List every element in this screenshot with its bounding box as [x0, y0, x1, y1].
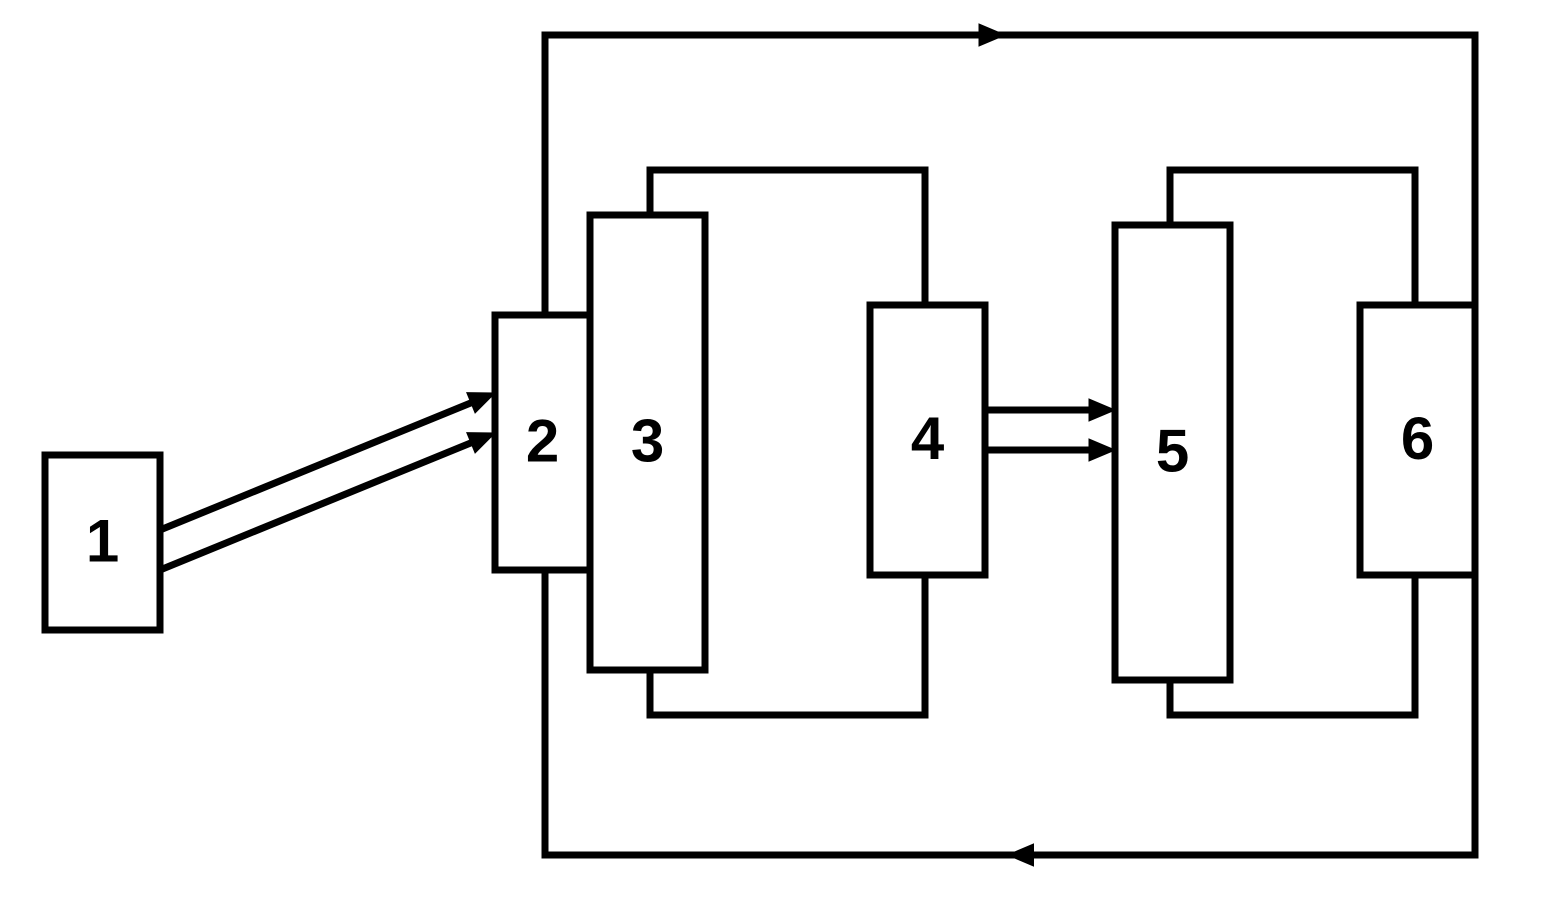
edge-e_1_2_a — [160, 403, 471, 530]
node-label-n3: 3 — [631, 407, 664, 474]
node-label-n2: 2 — [526, 407, 559, 474]
node-label-n6: 6 — [1401, 405, 1434, 472]
arrowhead-e_4_5_b — [1089, 439, 1115, 461]
arrowhead-e_bus_top — [979, 24, 1005, 46]
arrowhead-e_1_2_b — [467, 433, 495, 453]
arrowhead-e_4_5_a — [1089, 399, 1115, 421]
edge-e_1_2_b — [160, 443, 471, 570]
node-label-n5: 5 — [1156, 417, 1189, 484]
arrowhead-e_1_2_a — [467, 393, 495, 413]
node-label-n1: 1 — [86, 507, 119, 574]
wires-layer — [160, 35, 1475, 855]
arrowhead-e_bus_bot — [1008, 844, 1034, 866]
boxes-layer — [45, 215, 1475, 680]
node-label-n4: 4 — [911, 405, 945, 472]
